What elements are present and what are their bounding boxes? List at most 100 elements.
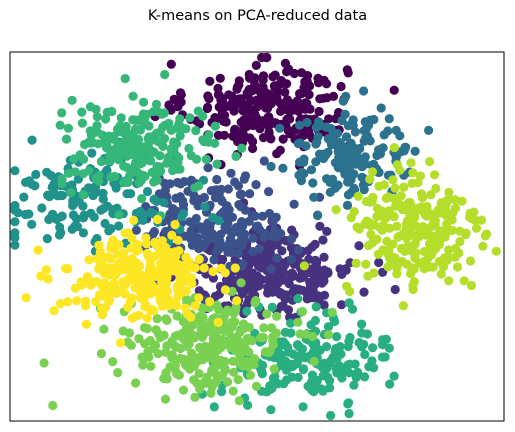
scatter-point-cluster-0 [390, 86, 399, 95]
scatter-point-cluster-5 [282, 366, 291, 375]
scatter-point-cluster-6 [204, 138, 213, 147]
scatter-point-cluster-7 [154, 349, 163, 358]
scatter-point-cluster-2 [210, 234, 219, 243]
scatter-point-cluster-1 [257, 275, 266, 284]
scatter-point-cluster-9 [86, 281, 95, 290]
scatter-point-cluster-8 [431, 184, 440, 193]
scatter-point-cluster-9 [174, 246, 183, 255]
scatter-point-cluster-5 [299, 364, 308, 373]
scatter-point-cluster-7 [324, 330, 333, 339]
scatter-point-cluster-8 [425, 157, 434, 166]
scatter-point-cluster-9 [200, 263, 209, 272]
scatter-point-cluster-8 [391, 184, 400, 193]
scatter-point-cluster-1 [298, 286, 307, 295]
scatter-point-cluster-6 [88, 138, 97, 147]
scatter-point-cluster-9 [172, 301, 181, 310]
scatter-point-cluster-9 [135, 281, 144, 290]
scatter-point-cluster-9 [81, 301, 90, 310]
scatter-point-cluster-8 [361, 260, 370, 269]
scatter-point-cluster-1 [316, 276, 325, 285]
scatter-point-cluster-3 [275, 124, 284, 133]
scatter-point-cluster-5 [357, 320, 366, 329]
scatter-point-cluster-8 [466, 256, 475, 265]
scatter-point-cluster-3 [424, 126, 433, 135]
scatter-point-cluster-7 [267, 323, 276, 332]
scatter-point-cluster-1 [306, 282, 315, 291]
scatter-point-cluster-9 [77, 280, 86, 289]
scatter-point-cluster-2 [240, 175, 249, 184]
scatter-point-cluster-7 [156, 333, 165, 342]
scatter-point-cluster-6 [79, 190, 88, 199]
scatter-point-cluster-6 [114, 139, 123, 148]
scatter-point-cluster-4 [86, 209, 95, 218]
scatter-point-cluster-6 [162, 159, 171, 168]
scatter-point-cluster-6 [130, 164, 139, 173]
scatter-point-cluster-9 [167, 231, 176, 240]
scatter-point-cluster-9 [63, 297, 72, 306]
scatter-point-cluster-5 [359, 340, 368, 349]
scatter-point-cluster-4 [31, 170, 40, 179]
scatter-point-cluster-6 [168, 166, 177, 175]
scatter-point-cluster-0 [210, 113, 219, 122]
scatter-point-cluster-3 [361, 134, 370, 143]
scatter-point-cluster-9 [141, 233, 150, 242]
scatter-point-cluster-6 [57, 108, 66, 117]
scatter-point-cluster-2 [290, 200, 299, 209]
scatter-point-cluster-6 [57, 175, 66, 184]
scatter-point-cluster-7 [152, 325, 161, 334]
scatter-point-cluster-1 [359, 288, 368, 297]
scatter-point-cluster-4 [103, 202, 112, 211]
scatter-point-cluster-9 [98, 253, 107, 262]
scatter-point-cluster-0 [173, 102, 182, 111]
scatter-point-cluster-1 [268, 288, 277, 297]
scatter-point-cluster-8 [402, 260, 411, 269]
scatter-point-cluster-9 [116, 338, 125, 347]
scatter-point-cluster-8 [373, 204, 382, 213]
scatter-point-cluster-8 [435, 226, 444, 235]
scatter-point-cluster-9 [194, 293, 203, 302]
scatter-point-cluster-7 [229, 387, 238, 396]
scatter-point-cluster-6 [122, 122, 131, 131]
scatter-point-cluster-6 [158, 123, 167, 132]
scatter-point-cluster-7 [250, 298, 259, 307]
scatter-point-cluster-2 [287, 255, 296, 264]
scatter-point-cluster-6 [137, 194, 146, 203]
scatter-point-cluster-3 [350, 144, 359, 153]
scatter-point-cluster-5 [286, 328, 295, 337]
scatter-point-cluster-4 [68, 201, 77, 210]
scatter-point-cluster-2 [264, 187, 273, 196]
scatter-point-cluster-2 [205, 226, 214, 235]
scatter-point-cluster-5 [297, 350, 306, 359]
scatter-point-cluster-0 [235, 76, 244, 85]
scatter-point-cluster-3 [339, 97, 348, 106]
scatter-point-cluster-9 [106, 244, 115, 253]
scatter-point-cluster-5 [363, 329, 372, 338]
scatter-point-cluster-9 [231, 263, 240, 272]
scatter-point-cluster-7 [238, 361, 247, 370]
scatter-point-cluster-7 [190, 393, 199, 402]
scatter-point-cluster-3 [411, 147, 420, 156]
scatter-point-cluster-8 [437, 198, 446, 207]
scatter-point-cluster-1 [262, 252, 271, 261]
scatter-point-cluster-7 [237, 278, 246, 287]
scatter-point-cluster-4 [27, 220, 36, 229]
scatter-point-cluster-3 [334, 163, 343, 172]
scatter-point-cluster-2 [268, 231, 277, 240]
scatter-point-cluster-1 [287, 272, 296, 281]
scatter-point-cluster-8 [415, 259, 424, 268]
scatter-point-cluster-3 [369, 115, 378, 124]
scatter-point-cluster-8 [472, 224, 481, 233]
scatter-point-cluster-2 [176, 192, 185, 201]
scatter-point-cluster-8 [420, 247, 429, 256]
points-layer [10, 53, 501, 420]
scatter-point-cluster-3 [337, 144, 346, 153]
scatter-point-cluster-6 [77, 108, 86, 117]
scatter-point-cluster-9 [121, 289, 130, 298]
scatter-point-cluster-6 [106, 133, 115, 142]
scatter-point-cluster-8 [477, 216, 486, 225]
scatter-point-cluster-7 [229, 368, 238, 377]
scatter-point-cluster-7 [296, 329, 305, 338]
scatter-point-cluster-5 [307, 385, 316, 394]
scatter-point-cluster-8 [461, 230, 470, 239]
scatter-point-cluster-0 [216, 74, 225, 83]
